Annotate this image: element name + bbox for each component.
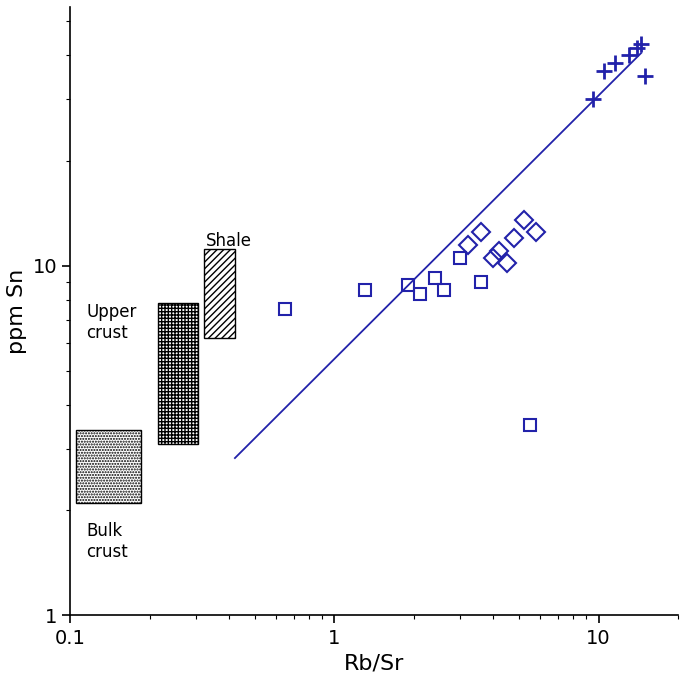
- Y-axis label: ppm Sn: ppm Sn: [7, 269, 27, 354]
- Bar: [76, 430, 141, 503]
- Text: Bulk
crust: Bulk crust: [86, 522, 128, 561]
- Text: Shale: Shale: [206, 232, 251, 250]
- Bar: [158, 303, 198, 443]
- X-axis label: Rb/Sr: Rb/Sr: [344, 653, 404, 673]
- Bar: [203, 249, 235, 339]
- Text: Upper
crust: Upper crust: [86, 303, 137, 342]
